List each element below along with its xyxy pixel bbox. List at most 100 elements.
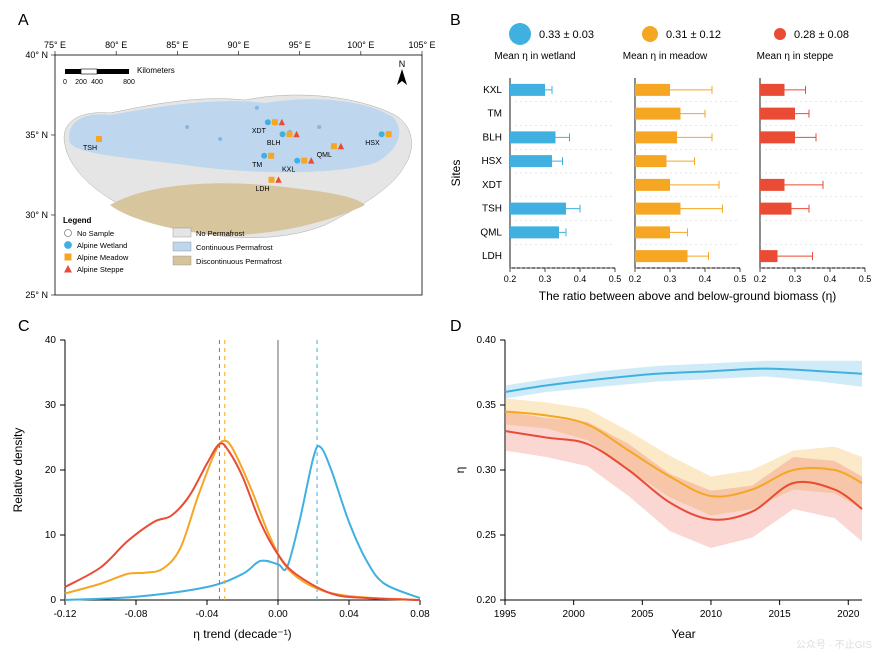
svg-text:0.2: 0.2 <box>754 274 767 284</box>
svg-text:QML: QML <box>317 152 332 159</box>
svg-text:N: N <box>399 59 406 69</box>
svg-text:100° E: 100° E <box>347 40 374 50</box>
svg-text:QML: QML <box>480 227 502 238</box>
svg-text:80° E: 80° E <box>105 40 127 50</box>
svg-text:No Permafrost: No Permafrost <box>196 229 245 238</box>
panel-a-label: A <box>18 12 29 30</box>
svg-text:Year: Year <box>671 627 695 641</box>
svg-text:95° E: 95° E <box>289 40 311 50</box>
svg-text:The ratio between above and be: The ratio between above and below-ground… <box>539 289 837 303</box>
figure-grid: A 75° E 80° E 85° E 90° E 95° E 100° E 105° E 4… <box>0 0 882 655</box>
svg-text:Mean η in meadow: Mean η in meadow <box>623 51 708 62</box>
svg-text:200: 200 <box>75 79 87 86</box>
svg-text:0.08: 0.08 <box>410 609 430 620</box>
svg-text:Alpine Wetland: Alpine Wetland <box>77 241 127 250</box>
svg-text:20: 20 <box>45 465 57 476</box>
svg-text:BLH: BLH <box>483 132 502 143</box>
panel-d: D 1995 2000 2005 2010 2015 2020 0.20 0.25 0.30 0.… <box>440 310 882 655</box>
svg-text:TM: TM <box>252 162 262 169</box>
svg-text:XDT: XDT <box>482 180 502 191</box>
svg-text:XDT: XDT <box>252 128 267 135</box>
panel-b-label: B <box>450 12 461 30</box>
svg-text:η: η <box>453 467 467 474</box>
svg-text:25° N: 25° N <box>25 290 48 300</box>
svg-text:0.35: 0.35 <box>477 400 497 411</box>
svg-text:0.25: 0.25 <box>477 530 497 541</box>
svg-text:Mean η in wetland: Mean η in wetland <box>494 51 575 62</box>
svg-text:40° N: 40° N <box>25 50 48 60</box>
svg-text:Sites: Sites <box>449 160 463 187</box>
svg-text:0.33 ± 0.03: 0.33 ± 0.03 <box>539 29 594 41</box>
panel-b-svg: 0.33 ± 0.03 Mean η in wetland 0.31 ± 0.12 M… <box>440 0 882 310</box>
panel-c-svg: -0.12 -0.08 -0.04 0.00 0.04 0.08 0 10 20 30 40 η tr… <box>0 310 440 655</box>
svg-text:0.00: 0.00 <box>268 609 288 620</box>
svg-text:85° E: 85° E <box>166 40 188 50</box>
svg-text:0.2: 0.2 <box>504 274 517 284</box>
svg-text:105° E: 105° E <box>408 40 435 50</box>
svg-text:KXL: KXL <box>483 85 502 96</box>
svg-text:Discontinuous Permafrost: Discontinuous Permafrost <box>196 257 283 266</box>
svg-text:0.2: 0.2 <box>629 274 642 284</box>
svg-text:0.4: 0.4 <box>699 274 712 284</box>
svg-text:2005: 2005 <box>631 609 654 620</box>
panel-d-svg: 1995 2000 2005 2010 2015 2020 0.20 0.25 0.30 0.35… <box>440 310 882 655</box>
svg-text:TSH: TSH <box>83 145 97 152</box>
svg-text:-0.12: -0.12 <box>54 609 77 620</box>
svg-text:0.30: 0.30 <box>477 465 497 476</box>
svg-text:0.5: 0.5 <box>609 274 622 284</box>
svg-text:0.4: 0.4 <box>824 274 837 284</box>
svg-text:0.20: 0.20 <box>477 595 497 606</box>
svg-text:0.4: 0.4 <box>574 274 587 284</box>
svg-text:Continuous Permafrost: Continuous Permafrost <box>196 243 274 252</box>
svg-text:0.28 ± 0.08: 0.28 ± 0.08 <box>794 29 849 41</box>
svg-text:40: 40 <box>45 335 57 346</box>
svg-text:10: 10 <box>45 530 57 541</box>
svg-text:-0.08: -0.08 <box>125 609 148 620</box>
svg-text:TM: TM <box>488 109 502 120</box>
svg-text:KXL: KXL <box>282 167 295 174</box>
svg-text:2010: 2010 <box>700 609 723 620</box>
svg-text:0.3: 0.3 <box>539 274 552 284</box>
svg-text:0.3: 0.3 <box>664 274 677 284</box>
watermark: 公众号 · 不止GIS <box>796 636 872 651</box>
svg-text:LDH: LDH <box>256 186 270 193</box>
svg-text:2020: 2020 <box>837 609 860 620</box>
svg-text:1995: 1995 <box>494 609 517 620</box>
svg-text:Alpine Meadow: Alpine Meadow <box>77 253 129 262</box>
svg-text:Kilometers: Kilometers <box>137 66 175 75</box>
svg-text:0.40: 0.40 <box>477 335 497 346</box>
svg-text:30° N: 30° N <box>25 210 48 220</box>
svg-text:0.3: 0.3 <box>789 274 802 284</box>
svg-text:0.5: 0.5 <box>859 274 872 284</box>
svg-text:0.5: 0.5 <box>734 274 747 284</box>
svg-text:LDH: LDH <box>482 251 502 262</box>
svg-text:2015: 2015 <box>768 609 791 620</box>
panel-a-svg: 75° E 80° E 85° E 90° E 95° E 100° E 105° E 40°… <box>0 0 440 310</box>
svg-text:30: 30 <box>45 400 57 411</box>
svg-text:0.04: 0.04 <box>339 609 359 620</box>
svg-text:0: 0 <box>50 595 56 606</box>
svg-text:-0.04: -0.04 <box>196 609 219 620</box>
svg-text:800: 800 <box>123 79 135 86</box>
svg-text:BLH: BLH <box>267 140 281 147</box>
svg-text:HSX: HSX <box>365 140 380 147</box>
panel-d-label: D <box>450 318 462 336</box>
svg-text:Legend: Legend <box>63 216 92 225</box>
panel-c: C -0.12 -0.08 -0.04 0.00 0.04 0.08 0 10 20 30 40 η … <box>0 310 440 655</box>
svg-text:0.31 ± 0.12: 0.31 ± 0.12 <box>666 29 721 41</box>
panel-b: B 0.33 ± 0.03 Mean η in wetland 0.31 ± 0.1… <box>440 0 882 310</box>
svg-text:TSH: TSH <box>482 204 502 215</box>
svg-text:35° N: 35° N <box>25 130 48 140</box>
svg-text:90° E: 90° E <box>227 40 249 50</box>
svg-text:Alpine Steppe: Alpine Steppe <box>77 265 124 274</box>
panel-c-label: C <box>18 318 30 336</box>
svg-text:2000: 2000 <box>563 609 586 620</box>
svg-text:400: 400 <box>91 79 103 86</box>
svg-text:0: 0 <box>63 79 67 86</box>
svg-text:HSX: HSX <box>481 156 502 167</box>
svg-text:Mean η in steppe: Mean η in steppe <box>757 51 834 62</box>
panel-a: A 75° E 80° E 85° E 90° E 95° E 100° E 105° E 4… <box>0 0 440 310</box>
svg-text:No Sample: No Sample <box>77 229 114 238</box>
svg-text:75° E: 75° E <box>44 40 66 50</box>
svg-text:η trend (decade⁻¹): η trend (decade⁻¹) <box>193 627 291 641</box>
